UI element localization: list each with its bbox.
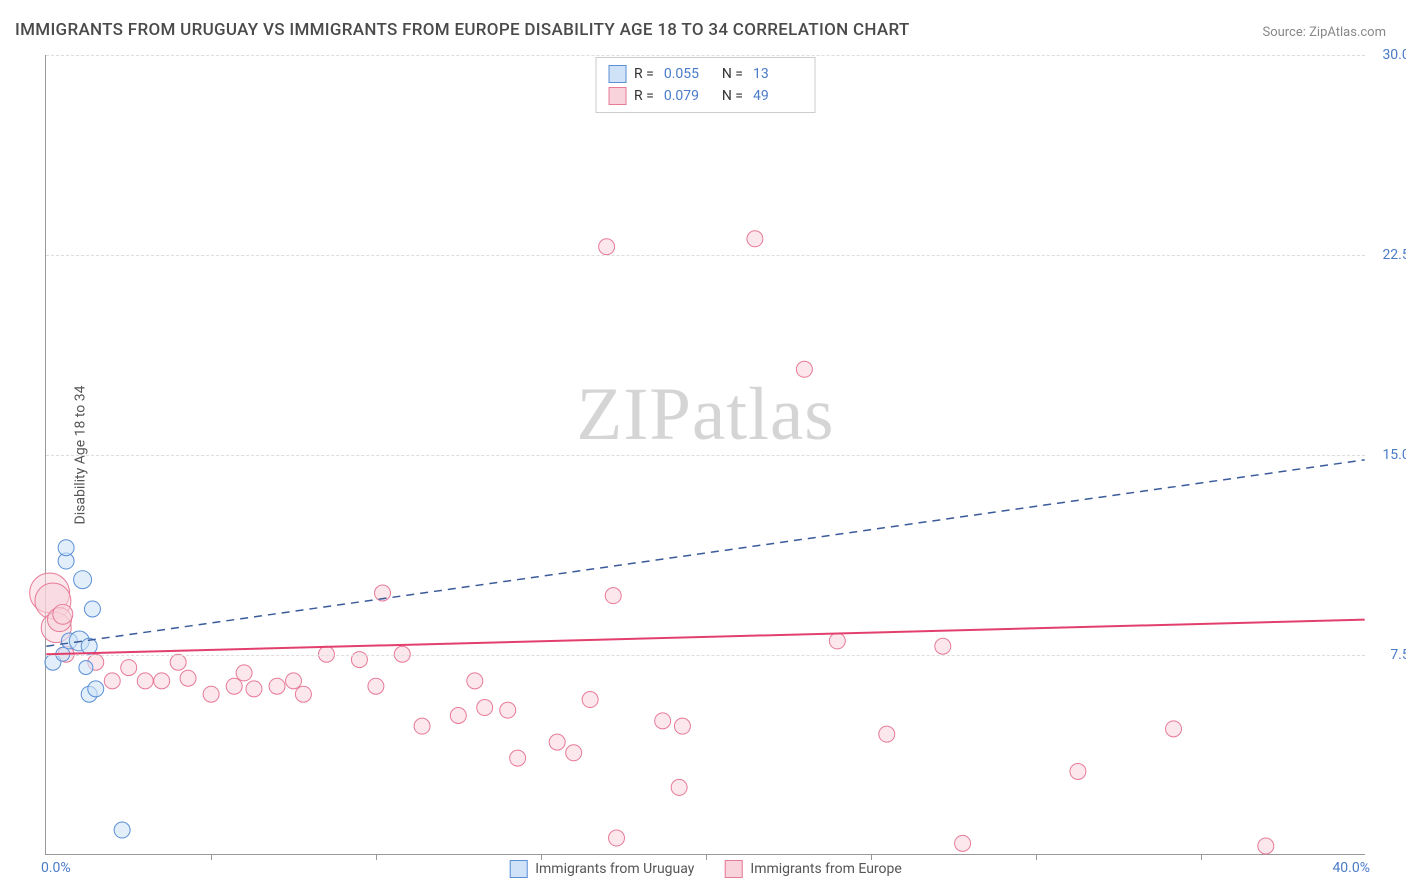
uruguay-point <box>74 571 92 589</box>
plot-area: ZIPatlas Disability Age 18 to 34 0.0% 40… <box>45 55 1365 855</box>
legend-stats-row: R = 0.055 N = 13 <box>608 63 803 85</box>
europe-point <box>236 665 252 681</box>
legend-swatch-europe <box>724 860 742 878</box>
uruguay-point <box>58 540 74 556</box>
europe-point <box>500 702 516 718</box>
europe-point <box>1070 763 1086 779</box>
europe-point <box>414 718 430 734</box>
europe-point <box>655 713 671 729</box>
x-tick <box>1036 854 1037 860</box>
uruguay-point <box>79 661 93 675</box>
legend-label: Immigrants from Europe <box>750 861 901 877</box>
europe-point <box>467 673 483 689</box>
chart-title: IMMIGRANTS FROM URUGUAY VS IMMIGRANTS FR… <box>15 20 910 40</box>
europe-point <box>295 686 311 702</box>
europe-point <box>137 673 153 689</box>
europe-point <box>599 239 615 255</box>
europe-trend-line <box>46 620 1364 655</box>
y-tick-label: 30.0% <box>1382 47 1406 63</box>
europe-point <box>566 745 582 761</box>
europe-point <box>1166 721 1182 737</box>
y-tick-label: 15.0% <box>1382 447 1406 463</box>
europe-point <box>226 678 242 694</box>
legend-item-europe: Immigrants from Europe <box>724 860 901 878</box>
europe-point <box>154 673 170 689</box>
x-tick <box>871 854 872 860</box>
uruguay-point <box>114 822 130 838</box>
europe-point <box>609 830 625 846</box>
legend-series: Immigrants from Uruguay Immigrants from … <box>509 860 902 878</box>
n-label: N = <box>722 66 743 82</box>
europe-point <box>605 588 621 604</box>
grid-line <box>46 455 1365 456</box>
n-value: 13 <box>753 66 803 82</box>
x-tick <box>211 854 212 860</box>
uruguay-point <box>88 681 104 697</box>
europe-point <box>246 681 262 697</box>
x-tick <box>376 854 377 860</box>
x-tick <box>541 854 542 860</box>
grid-line <box>46 255 1365 256</box>
legend-stats: R = 0.055 N = 13 R = 0.079 N = 49 <box>595 57 816 113</box>
europe-point <box>955 835 971 851</box>
y-tick-label: 7.5% <box>1390 647 1406 663</box>
n-label: N = <box>722 88 743 104</box>
europe-point <box>935 638 951 654</box>
europe-point <box>549 734 565 750</box>
europe-point <box>450 708 466 724</box>
source-attribution: Source: ZipAtlas.com <box>1262 25 1386 40</box>
europe-point <box>104 673 120 689</box>
legend-swatch-europe <box>608 87 626 105</box>
grid-line <box>46 655 1365 656</box>
europe-point <box>671 779 687 795</box>
europe-point <box>269 678 285 694</box>
uruguay-trend-line <box>46 460 1364 646</box>
europe-point <box>829 633 845 649</box>
grid-line <box>46 55 1365 56</box>
x-tick <box>706 854 707 860</box>
europe-point <box>368 678 384 694</box>
europe-point <box>510 750 526 766</box>
legend-swatch-uruguay <box>608 65 626 83</box>
europe-point <box>674 718 690 734</box>
x-max-label: 40.0% <box>1332 860 1370 876</box>
r-value: 0.079 <box>664 88 714 104</box>
legend-label: Immigrants from Uruguay <box>535 861 694 877</box>
uruguay-point <box>84 601 100 617</box>
europe-point <box>180 670 196 686</box>
europe-point <box>203 686 219 702</box>
europe-point <box>796 361 812 377</box>
x-tick <box>1201 854 1202 860</box>
europe-point <box>351 652 367 668</box>
europe-point <box>286 673 302 689</box>
x-origin-label: 0.0% <box>41 860 71 876</box>
r-label: R = <box>634 88 654 104</box>
europe-point <box>53 604 73 624</box>
europe-point <box>121 660 137 676</box>
europe-point <box>582 692 598 708</box>
legend-item-uruguay: Immigrants from Uruguay <box>509 860 694 878</box>
n-value: 49 <box>753 88 803 104</box>
y-tick-label: 22.5% <box>1382 247 1406 263</box>
europe-point <box>170 654 186 670</box>
r-value: 0.055 <box>664 66 714 82</box>
europe-point <box>477 700 493 716</box>
r-label: R = <box>634 66 654 82</box>
europe-point <box>1258 838 1274 854</box>
europe-point <box>879 726 895 742</box>
legend-swatch-uruguay <box>509 860 527 878</box>
europe-point <box>747 231 763 247</box>
legend-stats-row: R = 0.079 N = 49 <box>608 85 803 107</box>
